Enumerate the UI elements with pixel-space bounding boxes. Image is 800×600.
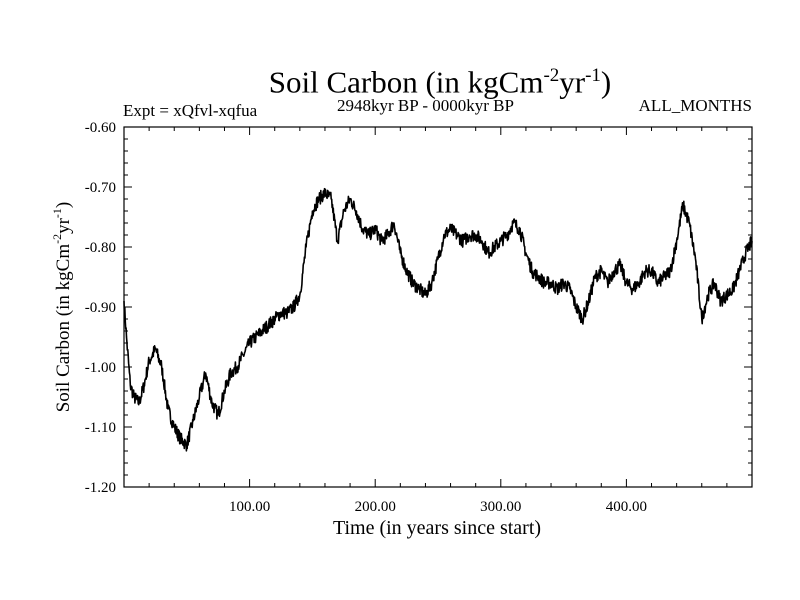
y-tick-label: -1.00 bbox=[85, 360, 116, 376]
series-line-soil-carbon bbox=[123, 187, 753, 452]
experiment-label: Expt = xQfvl-xqfua bbox=[123, 101, 258, 120]
y-tick-label: -1.10 bbox=[85, 420, 116, 436]
x-tick-label: 300.00 bbox=[480, 499, 521, 515]
x-tick-label: 100.00 bbox=[229, 499, 270, 515]
x-axis-label: Time (in years since start) bbox=[333, 517, 541, 539]
x-tick-label: 400.00 bbox=[606, 499, 647, 515]
x-tick-label: 200.00 bbox=[355, 499, 396, 515]
y-tick-label: -0.80 bbox=[85, 240, 116, 256]
y-tick-label: -0.60 bbox=[85, 120, 116, 136]
months-label: ALL_MONTHS bbox=[638, 96, 752, 115]
y-tick-label: -0.70 bbox=[85, 180, 116, 196]
time-range-label: 2948kyr BP - 0000kyr BP bbox=[337, 96, 514, 115]
chart-title: Soil Carbon (in kgCm-2yr-1) bbox=[268, 64, 612, 100]
y-axis-label: Soil Carbon (in kgCm-2yr-1) bbox=[50, 202, 74, 413]
y-tick-label: -1.20 bbox=[85, 480, 116, 496]
y-tick-label: -0.90 bbox=[85, 300, 116, 316]
plot-frame bbox=[123, 126, 753, 488]
